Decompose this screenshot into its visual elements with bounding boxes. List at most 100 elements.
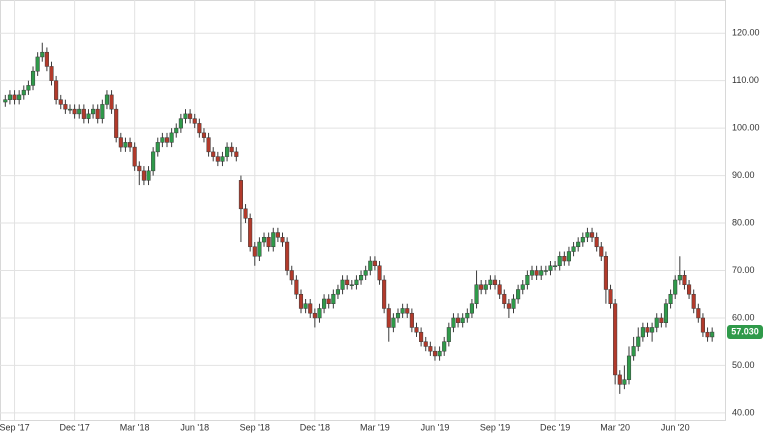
candle-body [377, 265, 382, 281]
x-tick-label: Sep '17 [0, 422, 30, 432]
candle-body [118, 137, 123, 148]
candle-body [543, 270, 548, 272]
candle-body [645, 327, 650, 333]
candle-body [49, 66, 54, 81]
candle-body [603, 256, 608, 290]
candle-body [506, 303, 511, 309]
candle-body [631, 346, 636, 357]
candle-body [54, 80, 59, 100]
candle-body [109, 94, 114, 110]
candle-body [312, 312, 317, 319]
candle-body [91, 108, 96, 115]
candle-body [243, 208, 248, 219]
candle-body [197, 123, 202, 134]
candle-body [511, 298, 516, 309]
candle-body [21, 89, 26, 96]
candle-body [285, 241, 290, 271]
x-tick-label: Jun '20 [661, 422, 690, 432]
x-tick-label: Dec '18 [300, 422, 330, 432]
candle-body [659, 317, 664, 323]
candle-body [465, 312, 470, 319]
candle-body [562, 256, 567, 262]
candle-body [137, 165, 142, 172]
candle-body [188, 113, 193, 119]
candle-body [229, 146, 234, 153]
candle-body [677, 275, 682, 281]
candle-body [382, 279, 387, 309]
candle-body [335, 289, 340, 295]
x-tick-label: Sep '19 [480, 422, 510, 432]
candle-body [700, 317, 705, 333]
candle-body [668, 293, 673, 304]
candle-body [271, 232, 276, 248]
candle-body [211, 151, 216, 157]
candle-body [12, 94, 17, 100]
candle-body [289, 270, 294, 281]
candle-body [400, 308, 405, 314]
candle-body [576, 241, 581, 248]
candle-body [275, 232, 280, 238]
candle-body [266, 237, 271, 248]
candle-body [178, 118, 183, 129]
y-tick-label: 60.00 [732, 312, 755, 322]
candle-body [492, 279, 498, 285]
x-tick-label: Sep '18 [240, 422, 270, 432]
candle-body [580, 237, 585, 243]
candle-body [446, 327, 451, 342]
candle-body [710, 331, 715, 338]
candle-body [432, 350, 438, 357]
candle-body [322, 298, 327, 309]
candle-body [174, 127, 179, 134]
candle-body [428, 346, 433, 352]
candle-body [72, 108, 77, 115]
candle-body [474, 284, 479, 304]
candle-body [317, 308, 322, 319]
candle-body [331, 293, 336, 304]
candle-body [696, 308, 701, 319]
candle-body [673, 279, 678, 295]
candle-body [469, 303, 474, 314]
candle-body [234, 151, 239, 157]
candle-body [395, 312, 401, 319]
candle-body [220, 156, 225, 162]
candle-body [3, 99, 8, 103]
candle-body [488, 279, 493, 285]
last-price-box [727, 325, 763, 340]
candle-body [225, 146, 230, 157]
candle-body [128, 142, 133, 148]
candle-body [252, 246, 257, 257]
y-tick-label: 120.00 [732, 28, 760, 38]
candle-body [81, 108, 86, 119]
x-tick-label: Mar '19 [360, 422, 390, 432]
candle-body [308, 303, 313, 314]
y-tick-label: 50.00 [732, 360, 755, 370]
candle-body [636, 336, 641, 347]
candle-body [442, 341, 447, 352]
y-tick-label: 90.00 [732, 170, 755, 180]
candle-body [123, 142, 128, 148]
candle-body [298, 293, 304, 309]
candle-body [67, 108, 73, 111]
candle-body [372, 260, 377, 267]
candle-body [100, 104, 105, 119]
candle-body [622, 379, 627, 385]
candle-body [132, 146, 137, 167]
candle-body [451, 317, 456, 328]
candle-body [26, 85, 31, 91]
x-tick-label: Mar '18 [120, 422, 150, 432]
y-tick-label: 110.00 [732, 75, 759, 85]
candle-body [30, 70, 36, 86]
candle-body [192, 118, 197, 124]
candle-body [345, 279, 350, 285]
candle-body [682, 275, 687, 285]
candle-body [409, 312, 414, 328]
candle-body [626, 355, 632, 380]
candle-body [169, 132, 174, 143]
candle-body [17, 94, 22, 100]
candle-body [539, 270, 544, 276]
candle-body [280, 237, 285, 243]
candle-body [414, 327, 419, 333]
candle-body [502, 293, 507, 304]
candle-body [516, 289, 521, 300]
candle-body [691, 293, 696, 309]
